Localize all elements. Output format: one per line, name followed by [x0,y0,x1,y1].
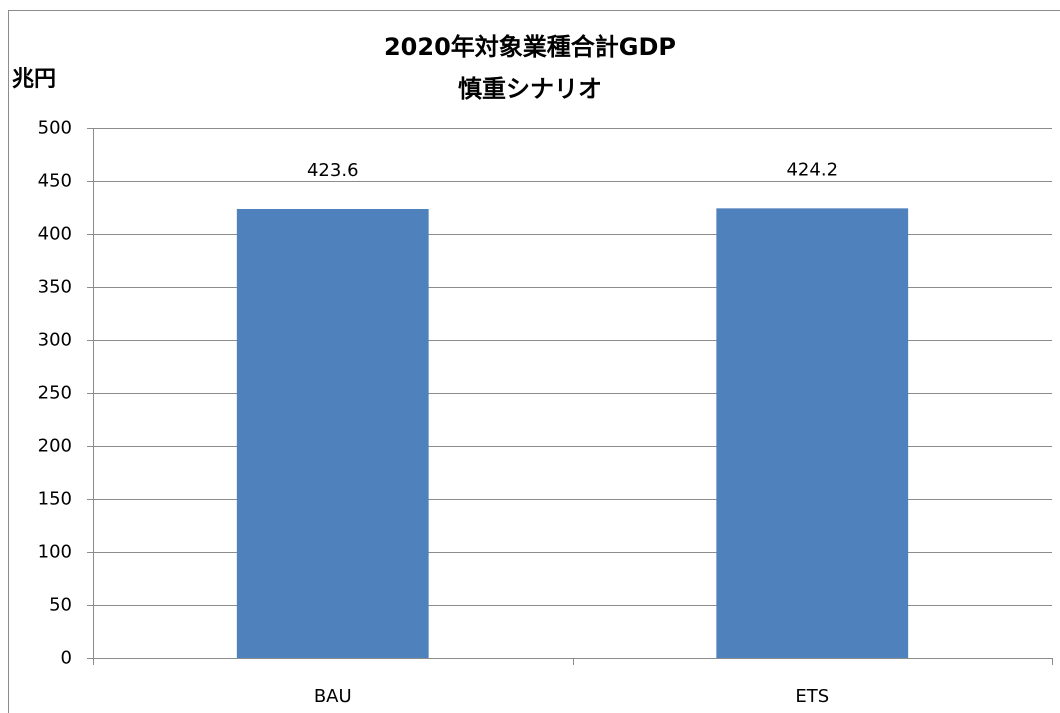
y-tick-label: 100 [38,542,72,563]
y-tick-label: 500 [38,118,72,139]
y-tick-label: 300 [38,330,72,351]
x-tick-label: BAU [314,686,352,707]
data-label: 424.2 [786,159,838,180]
y-tick-label: 400 [38,224,72,245]
y-tick-label: 450 [38,171,72,192]
y-tick-label: 200 [38,436,72,457]
chart-subtitle: 慎重シナリオ [458,75,602,103]
bar [716,208,909,658]
y-tick-label: 250 [38,383,72,404]
y-tick-label: 0 [61,648,72,669]
data-label: 423.6 [307,160,359,181]
bar [236,208,429,658]
x-tick-label: ETS [795,686,829,707]
chart-title: 2020年対象業種合計GDP [384,33,676,61]
y-tick-label: 150 [38,489,72,510]
y-tick-label: 50 [49,595,72,616]
y-axis-label: 兆円 [12,67,56,92]
y-tick-label: 350 [38,277,72,298]
